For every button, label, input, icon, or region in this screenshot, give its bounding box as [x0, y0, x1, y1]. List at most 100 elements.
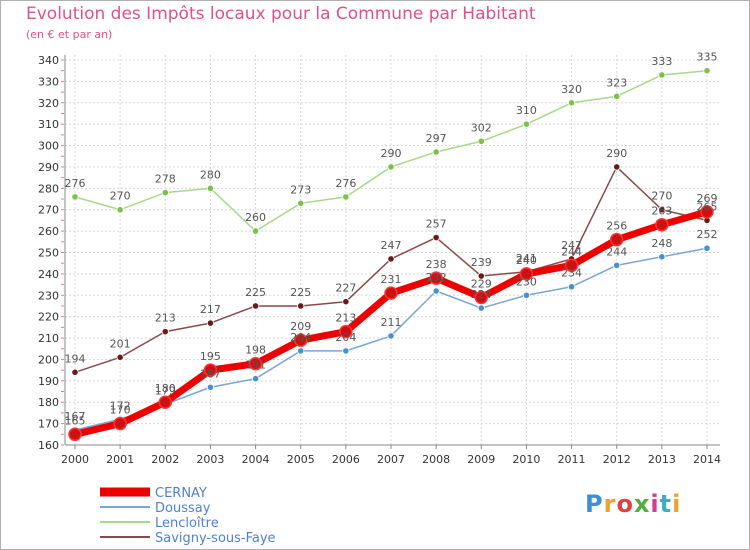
data-label: 165 — [65, 414, 86, 427]
x-tick-label: 2000 — [61, 453, 89, 466]
data-point — [477, 137, 485, 145]
data-label: 269 — [697, 192, 718, 205]
data-label: 213 — [335, 312, 356, 325]
y-tick-label: 180 — [38, 396, 59, 409]
data-label: 231 — [381, 273, 402, 286]
data-labels: 165 170 180 195 198 209 213 231 238 229 240 244 256 2… — [65, 51, 718, 428]
chart-subtitle: (en € et par an) — [26, 28, 113, 41]
data-label: 290 — [606, 147, 627, 160]
x-tick-label: 2013 — [648, 453, 676, 466]
x-tick-label: 2006 — [332, 453, 360, 466]
y-tick-label: 210 — [38, 332, 59, 345]
data-point — [658, 253, 666, 261]
data-point — [387, 255, 395, 263]
data-point — [609, 232, 624, 247]
data-label: 198 — [245, 344, 266, 357]
proxiti-logo: Proxiti — [585, 490, 682, 518]
data-point — [655, 217, 669, 232]
x-tick-label: 2014 — [693, 453, 721, 466]
data-label: 265 — [697, 200, 718, 213]
data-label: 225 — [290, 286, 311, 299]
legend-label: Lencloître — [155, 516, 219, 531]
data-point — [251, 302, 260, 310]
x-tick-label: 2012 — [603, 453, 631, 466]
data-label: 239 — [471, 256, 492, 269]
data-label: 252 — [697, 228, 718, 241]
series-line-savigny-sous-faye — [74, 166, 708, 374]
series-lines — [68, 67, 714, 442]
data-label: 204 — [335, 331, 356, 344]
data-point — [432, 287, 440, 295]
data-point — [384, 286, 398, 300]
data-point — [477, 272, 485, 280]
data-point — [700, 205, 714, 219]
data-label: 204 — [290, 331, 311, 344]
data-point — [477, 304, 485, 312]
data-point — [522, 291, 531, 299]
data-point — [206, 184, 215, 192]
data-point — [251, 227, 260, 235]
data-point — [203, 363, 218, 377]
y-tick-label: 170 — [38, 418, 59, 431]
data-point — [522, 120, 531, 128]
data-point — [342, 347, 350, 355]
data-label: 244 — [561, 245, 582, 258]
y-tick-label: 310 — [38, 118, 59, 131]
data-point — [68, 427, 82, 442]
data-point — [613, 163, 621, 171]
data-point — [206, 383, 215, 391]
data-label: 194 — [65, 352, 86, 365]
data-point — [613, 92, 621, 100]
tick-labels: 160 170 180 190 200 210 220 230 240 250 260 270 280 2… — [38, 54, 721, 466]
y-tick-label: 290 — [38, 161, 59, 174]
y-tick-label: 320 — [38, 97, 59, 110]
y-tick-label: 280 — [38, 182, 59, 195]
data-label: 234 — [561, 267, 582, 280]
data-point — [342, 193, 350, 201]
data-label: 323 — [606, 76, 627, 89]
legend-label: Doussay — [155, 501, 211, 516]
data-point — [564, 258, 579, 273]
legend-label: Savigny-sous-Faye — [155, 531, 276, 546]
y-tick-label: 190 — [38, 375, 59, 388]
data-label: 256 — [606, 220, 627, 233]
data-label: 225 — [245, 286, 266, 299]
data-point — [658, 206, 666, 214]
y-tick-label: 330 — [38, 75, 59, 88]
data-label: 273 — [290, 183, 311, 196]
y-tick-label: 340 — [38, 54, 59, 67]
data-point — [158, 395, 173, 409]
data-point — [342, 298, 350, 306]
x-tick-label: 2011 — [558, 453, 586, 466]
data-label: 227 — [335, 282, 356, 295]
data-label: 263 — [651, 205, 672, 218]
data-point — [658, 71, 666, 79]
x-tick-label: 2002 — [151, 453, 179, 466]
data-label: 247 — [381, 239, 402, 252]
legend-label: CERNAY — [155, 486, 207, 501]
data-label: 278 — [155, 173, 176, 186]
y-tick-label: 260 — [38, 225, 59, 238]
data-point — [116, 353, 124, 361]
data-label: 179 — [155, 384, 176, 397]
data-label: 335 — [697, 51, 718, 64]
data-point — [297, 302, 305, 310]
data-point — [113, 416, 127, 431]
data-point — [206, 319, 215, 327]
data-label: 195 — [200, 350, 221, 363]
data-point — [703, 244, 711, 252]
data-point — [161, 189, 169, 197]
data-point — [387, 332, 395, 340]
data-label: 170 — [110, 404, 131, 417]
data-label: 290 — [381, 147, 402, 160]
data-label: 241 — [516, 252, 537, 265]
data-label: 167 — [65, 410, 86, 423]
data-point — [567, 283, 576, 291]
data-label: 333 — [651, 55, 672, 68]
data-label: 209 — [290, 320, 311, 333]
data-point — [161, 328, 169, 336]
x-tick-label: 2004 — [242, 453, 270, 466]
data-point — [116, 206, 124, 214]
y-tick-label: 160 — [38, 439, 59, 452]
y-tick-label: 230 — [38, 289, 59, 302]
